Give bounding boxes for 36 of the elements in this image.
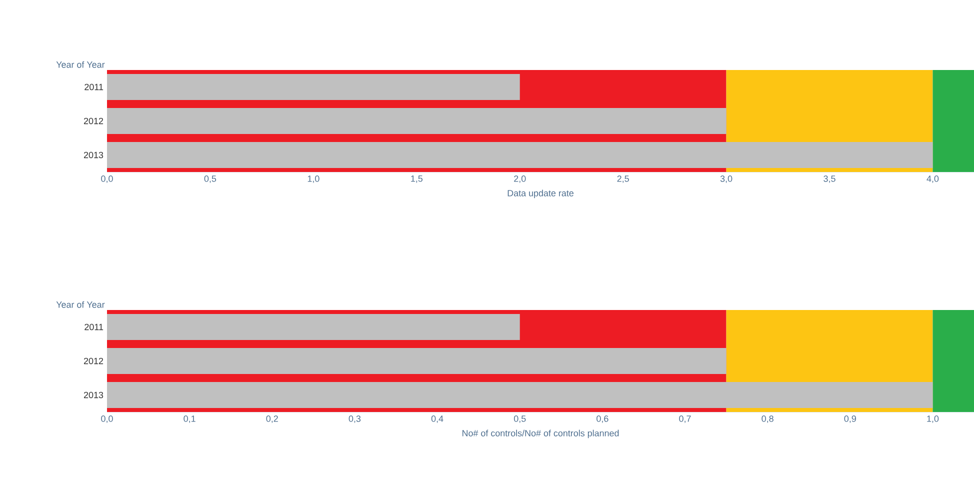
x-axis-title: No# of controls/No# of controls planned (462, 430, 619, 438)
x-tick-label: 1,5 (411, 176, 422, 183)
bar (107, 382, 933, 408)
y-tick-label: 2011 (84, 324, 104, 330)
bar (107, 142, 933, 168)
x-tick-label: 1,0 (308, 176, 320, 183)
bar (107, 314, 520, 340)
x-tick-label: 0,2 (266, 416, 278, 423)
y-tick-label: 2013 (84, 392, 104, 398)
x-tick-label: 0,5 (204, 176, 216, 183)
y-tick-label: 2011 (84, 84, 104, 90)
x-tick-label: 3,0 (720, 176, 732, 183)
x-tick-label: 0,8 (762, 416, 774, 423)
x-tick-label: 0,4 (431, 416, 444, 423)
x-tick-label: 0,9 (844, 416, 856, 423)
y-tick-label: 2012 (84, 358, 104, 364)
y-tick-label: 2012 (84, 118, 104, 124)
x-tick-label: 0,7 (679, 416, 691, 423)
y-axis-title: Year of Year (56, 61, 105, 68)
x-tick-label: 0,0 (101, 416, 113, 423)
x-tick-label: 2,5 (617, 176, 629, 183)
y-axis-title: Year of Year (56, 301, 105, 308)
y-tick-label: 2013 (84, 152, 104, 158)
bar (107, 74, 520, 100)
x-tick-label: 1,0 (927, 416, 939, 423)
x-tick-label: 4,0 (926, 176, 939, 183)
bar (107, 348, 726, 374)
x-tick-label: 0,6 (596, 416, 608, 423)
bar (107, 108, 726, 134)
x-axis-title: Data update rate (508, 190, 574, 198)
x-tick-label: 0,0 (101, 176, 113, 183)
x-tick-label: 0,1 (184, 416, 196, 423)
x-tick-label: 3,5 (824, 176, 836, 183)
x-tick-label: 0,3 (348, 416, 361, 423)
x-tick-label: 0,5 (514, 416, 526, 423)
x-tick-label: 2,0 (514, 176, 526, 183)
